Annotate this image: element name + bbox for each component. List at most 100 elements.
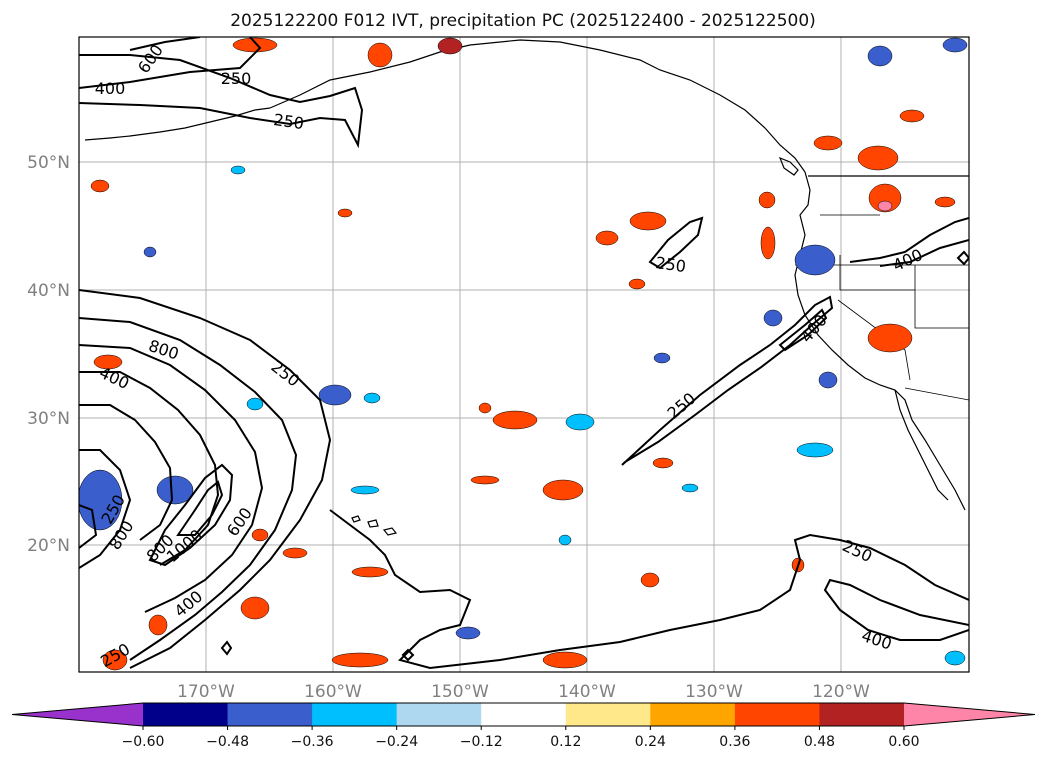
precip-blob [944, 650, 966, 666]
precip-blob [758, 191, 776, 209]
lat-label: 50°N [27, 153, 70, 173]
ivt-contour-600-sw [79, 344, 264, 613]
precip-blob [148, 614, 168, 636]
colorbar-tick-label: 0.36 [719, 734, 750, 750]
precip-blob [492, 410, 538, 430]
map-area: 600 400 250 250 250 800 400 250 250 800 … [78, 36, 970, 673]
precip-blob [542, 651, 588, 669]
precip-blob [868, 183, 902, 213]
precip-blob [867, 45, 893, 67]
lat-label: 40°N [27, 281, 70, 301]
ivt-contour-400-north [79, 37, 262, 89]
precip-blob [681, 483, 699, 493]
precip-blob [246, 397, 264, 411]
alaska-coast [269, 39, 806, 173]
colorbar-segment [312, 703, 398, 726]
colorbar-segment [819, 703, 905, 726]
precipitation-shading [79, 37, 968, 671]
ivt-contour-600-north [129, 37, 201, 51]
precip-blob [79, 469, 123, 531]
colorbar-segment [143, 703, 229, 726]
contour-label: 250 [654, 253, 687, 276]
precip-blob [653, 352, 671, 364]
precip-blob [760, 226, 776, 260]
colorbar-extend-min [12, 703, 143, 726]
precip-blob [251, 528, 269, 542]
lon-label: 140°W [558, 682, 616, 702]
ivt-contour-250-hawaii [329, 509, 969, 670]
lon-label: 150°W [431, 682, 489, 702]
map-background [79, 37, 969, 672]
ivt-contour-250-river [621, 295, 834, 466]
ivt-contour-800-core [148, 463, 234, 567]
precip-blob [331, 652, 389, 668]
ivt-contour-400-sw [79, 317, 298, 661]
colorbar-segment [481, 703, 567, 726]
precip-blob [542, 479, 584, 501]
ivt-contour-400-river [778, 308, 828, 352]
colorbar-tick-label: −0.24 [375, 734, 418, 750]
precip-blob [363, 392, 381, 404]
ivt-contours [79, 37, 969, 670]
ivt-contour-800-sw [79, 371, 220, 566]
baja-california [894, 389, 949, 501]
precip-blob [143, 246, 157, 258]
ivt-contour-small-loop [220, 250, 969, 662]
precip-blob [351, 566, 389, 578]
precip-blob [232, 37, 278, 53]
ivt-contour-250-offshore [648, 216, 704, 270]
ivt-contour-1000-core [176, 480, 224, 536]
precip-blob [640, 572, 660, 588]
ivt-contour-1000-sw [79, 404, 174, 541]
colorbar-tick-label: −0.12 [460, 734, 503, 750]
lon-axis-labels: 170°W 160°W 150°W 140°W 130°W 120°W [177, 682, 870, 702]
precip-blob [877, 200, 893, 212]
colorbar-tick-label: −0.48 [206, 734, 249, 750]
precip-blob [102, 649, 128, 671]
contour-label: 250 [272, 110, 305, 133]
precip-blob [90, 179, 110, 193]
precip-blob [934, 196, 956, 208]
figure-title: 2025122200 F012 IVT, precipitation PC (2… [230, 11, 816, 31]
precip-blob [367, 42, 393, 68]
precip-blob [478, 402, 492, 414]
precip-blob [899, 109, 925, 123]
lat-label: 20°N [27, 536, 70, 556]
precip-blob [595, 230, 619, 246]
lat-label: 30°N [27, 409, 70, 429]
hawaii-islands [351, 515, 398, 536]
precip-blob [282, 547, 308, 559]
aleutians [84, 107, 271, 141]
colorbar-segment [227, 703, 313, 726]
precip-blob [629, 211, 667, 231]
precip-blob [794, 244, 836, 276]
precip-blob [942, 37, 968, 53]
precip-blob [763, 309, 783, 327]
lon-label: 160°W [304, 682, 362, 702]
precip-blob [230, 165, 246, 175]
lat-axis-labels: 50°N 40°N 30°N 20°N [27, 153, 70, 556]
precip-blob [470, 475, 500, 485]
colorbar-tick-label: −0.60 [122, 734, 165, 750]
ivt-contour-250-north [79, 54, 364, 149]
lon-label: 170°W [177, 682, 235, 702]
colorbar-segment [565, 703, 651, 726]
colorbar-segment [396, 703, 482, 726]
precip-blob [93, 354, 123, 370]
precip-blob [813, 135, 843, 151]
precip-blob [558, 534, 572, 546]
precip-blob [796, 442, 834, 458]
precip-blob [318, 384, 352, 406]
precip-blob [156, 475, 194, 505]
precip-blob [240, 596, 270, 620]
precip-blob [565, 413, 595, 431]
colorbar: −0.60 −0.48 −0.36 −0.24 −0.12 0.12 0.24 0.36 0.4… [11, 702, 1036, 750]
colorbar-tick-label: 0.60 [888, 734, 919, 750]
precip-blob [628, 278, 646, 290]
precip-blob [350, 485, 380, 495]
precip-blob [437, 37, 463, 55]
colorbar-tick-label: 0.12 [550, 734, 581, 750]
contour-label: 400 [95, 79, 126, 98]
coastlines [84, 39, 969, 536]
